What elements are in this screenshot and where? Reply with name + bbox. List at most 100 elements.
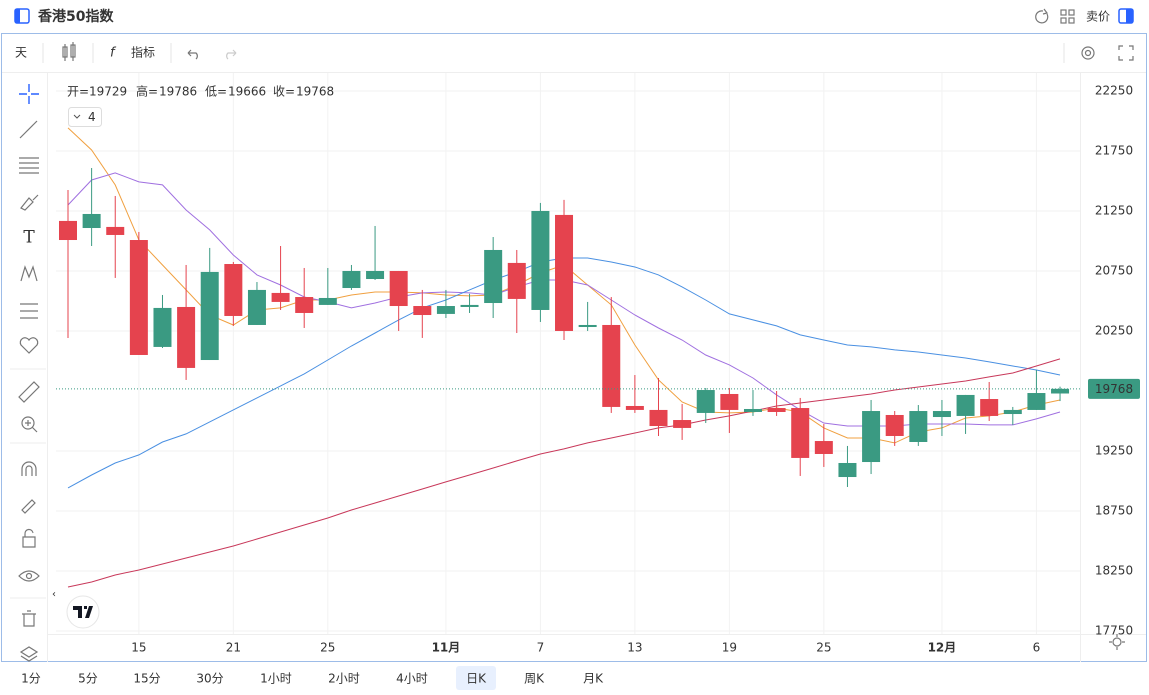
candle-body: [578, 324, 597, 328]
interval-button[interactable]: 15分: [133, 672, 160, 686]
candle-type-icon[interactable]: [62, 42, 76, 61]
zoom-tool-plus: [25, 420, 38, 433]
candle-body: [507, 262, 526, 299]
lock-draw-tool[interactable]: [21, 499, 36, 514]
period-button[interactable]: 天: [15, 46, 27, 60]
layers-tool[interactable]: [19, 646, 39, 662]
toggle-chevron: [73, 114, 81, 119]
indicator-toggle[interactable]: [68, 107, 102, 127]
delete-tool[interactable]: [22, 610, 36, 627]
crosshair-tool[interactable]: [19, 84, 39, 104]
active-interval-bg: [456, 666, 496, 690]
zoom-tool[interactable]: [21, 416, 35, 430]
fib-tool[interactable]: [19, 157, 39, 174]
axis-settings-icon[interactable]: [1109, 634, 1125, 650]
candle-body: [1027, 393, 1046, 410]
unlock-tool[interactable]: [22, 528, 36, 548]
interval-button[interactable]: 5分: [78, 672, 98, 686]
line-tool[interactable]: [19, 120, 38, 139]
candle-body: [791, 408, 810, 458]
interval-bar: 1分 5分 15分 30分 1小时 2小时 4小时 日K 周K 月K: [21, 666, 604, 690]
text-tool[interactable]: T: [23, 228, 35, 248]
logo-mark: [73, 606, 93, 618]
magnet-tool[interactable]: [21, 461, 37, 476]
interval-button[interactable]: 2小时: [328, 672, 360, 686]
collapse-arrow[interactable]: ‹: [52, 589, 56, 600]
y-tick-label: 21250: [1095, 203, 1133, 217]
candle-body: [342, 270, 361, 289]
interval-button[interactable]: 1小时: [260, 672, 292, 686]
pattern-tool[interactable]: [20, 265, 38, 282]
y-tick-label: 20750: [1095, 263, 1133, 277]
refresh-icon[interactable]: [1035, 8, 1049, 24]
candle-body: [247, 289, 266, 325]
indicators-button[interactable]: 指标: [131, 45, 155, 60]
fx-icon: f: [110, 46, 117, 61]
x-tick-label: 11月: [432, 641, 461, 655]
x-tick-label: 21: [226, 641, 241, 655]
last-price-label: 19768: [1095, 382, 1133, 396]
candle-body: [673, 420, 692, 428]
candle-body: [484, 249, 503, 304]
candle-body: [200, 271, 219, 361]
candle-body: [743, 408, 762, 412]
candle-body: [602, 324, 621, 407]
favorite-tool[interactable]: [19, 337, 39, 354]
y-tick-label: 22250: [1095, 83, 1133, 97]
interval-button[interactable]: 日K: [466, 672, 487, 686]
undo-icon[interactable]: [187, 49, 198, 60]
brush-tool[interactable]: [20, 194, 39, 211]
candle-body: [224, 264, 243, 316]
top-bar: [0, 0, 1149, 33]
redo-icon[interactable]: [226, 49, 237, 60]
candle-body: [436, 306, 455, 314]
y-tick-label: 17750: [1095, 623, 1133, 637]
high-label: 高=: [136, 84, 158, 99]
grid-icon[interactable]: [1060, 9, 1075, 24]
candle-body: [531, 210, 550, 310]
interval-button[interactable]: 1分: [21, 672, 41, 686]
candle-body: [366, 270, 385, 280]
interval-button[interactable]: 30分: [196, 672, 223, 686]
measure-lines-tool[interactable]: [20, 303, 38, 319]
interval-button[interactable]: 4小时: [396, 672, 428, 686]
candle-body: [932, 411, 951, 418]
plot-area: [56, 73, 1080, 634]
visibility-tool[interactable]: [18, 570, 40, 582]
close-value: 19768: [296, 85, 334, 99]
logo[interactable]: [66, 595, 100, 629]
x-tick-label: 7: [537, 641, 545, 655]
candle-body: [980, 399, 999, 416]
candle-body: [389, 270, 408, 307]
x-tick-label: 25: [816, 641, 831, 655]
ruler-tool[interactable]: [18, 381, 40, 403]
sell-label[interactable]: 卖价: [1086, 10, 1110, 24]
last-price-tag: [1088, 378, 1140, 399]
candle-body: [153, 307, 172, 347]
x-tick-label: 6: [1033, 641, 1041, 655]
candle-body: [649, 409, 668, 427]
candle-body: [460, 304, 479, 307]
interval-button[interactable]: 周K: [524, 672, 545, 686]
fullscreen-icon[interactable]: [1118, 45, 1134, 61]
settings-icon[interactable]: [1081, 46, 1095, 60]
high-value: 19786: [159, 85, 197, 99]
x-tick-label: 25: [320, 641, 335, 655]
candle-body: [1003, 409, 1022, 415]
title: 香港50指数: [37, 8, 114, 25]
panel-icon-fill: [1126, 9, 1133, 23]
candle-body: [696, 390, 715, 413]
candle-body: [82, 213, 101, 229]
low-label: 低=: [205, 85, 227, 99]
candle-body: [767, 408, 786, 412]
candle-body: [177, 306, 196, 368]
interval-button[interactable]: 月K: [583, 672, 604, 686]
candle-body: [271, 292, 290, 302]
y-tick-label: 19250: [1095, 443, 1133, 457]
candle-body: [625, 405, 644, 410]
plot: [56, 73, 1080, 634]
y-tick-label: 20250: [1095, 323, 1133, 337]
x-tick-label: 15: [131, 641, 146, 655]
x-tick-label: 19: [722, 641, 737, 655]
